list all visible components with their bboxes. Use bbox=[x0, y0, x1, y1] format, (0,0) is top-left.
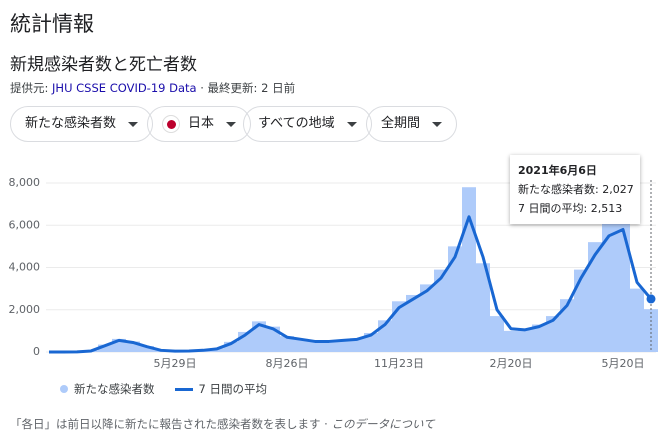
legend-swatch bbox=[60, 385, 68, 393]
legend-swatch bbox=[174, 387, 193, 391]
bar bbox=[294, 338, 308, 352]
bar bbox=[350, 338, 364, 352]
dropdown-label: 全期間 bbox=[381, 116, 421, 131]
legend-label: 7 日間の平均 bbox=[198, 382, 267, 396]
bar bbox=[560, 299, 574, 352]
footnote: 「各日」は前日以降に新たに報告された感染者数を表します · このデータについて bbox=[10, 416, 435, 432]
x-tick-label: 5月20日 bbox=[602, 357, 645, 370]
bar bbox=[518, 328, 532, 352]
bar bbox=[266, 326, 280, 352]
flag bbox=[162, 115, 180, 133]
bar bbox=[588, 242, 602, 352]
bar bbox=[364, 332, 378, 352]
source-suffix: · 最終更新: 2 日前 bbox=[200, 81, 296, 95]
dropdown[interactable]: 全期間 bbox=[366, 106, 458, 142]
bar bbox=[420, 284, 434, 352]
bar bbox=[462, 187, 476, 352]
bar bbox=[224, 341, 238, 352]
bar bbox=[574, 269, 588, 352]
chart-title: 新規感染者数と死亡者数 bbox=[10, 55, 197, 75]
bar bbox=[476, 263, 490, 352]
tooltip-row: 7 日間の平均: 2,513 bbox=[518, 202, 623, 215]
y-tick-label: 6,000 bbox=[9, 218, 41, 231]
dropdown-label: すべての地域 bbox=[258, 116, 335, 131]
tooltip: 2021年6月6日 新たな感染者数: 2,027 7 日間の平均: 2,513 bbox=[510, 155, 640, 224]
bar bbox=[630, 288, 644, 352]
tooltip-row: 新たな感染者数: 2,027 bbox=[518, 183, 634, 196]
legend-label: 新たな感染者数 bbox=[74, 382, 155, 396]
bar bbox=[532, 324, 546, 352]
bar bbox=[448, 246, 462, 352]
y-tick-label: 8,000 bbox=[9, 176, 41, 189]
x-tick-label: 11月23日 bbox=[374, 357, 424, 370]
bar bbox=[644, 309, 658, 352]
bar bbox=[126, 341, 140, 352]
footnote-link[interactable]: このデータについて bbox=[331, 417, 435, 431]
bar bbox=[546, 316, 560, 352]
bar bbox=[336, 339, 350, 352]
bar bbox=[322, 341, 336, 352]
bar bbox=[602, 218, 616, 352]
dropdown-label: 日本 bbox=[188, 116, 215, 131]
legend: 新たな感染者数 7 日間の平均 bbox=[60, 381, 267, 397]
bar bbox=[308, 341, 322, 352]
line bbox=[49, 215, 653, 354]
footnote-text: 「各日」は前日以降に新たに報告された感染者数を表します · bbox=[10, 417, 328, 431]
bar bbox=[490, 316, 504, 352]
bar bbox=[98, 344, 112, 352]
y-tick-label: 4,000 bbox=[9, 261, 41, 274]
tooltip-date: 2021年6月6日 bbox=[518, 164, 597, 177]
dropdown-label: 新たな感染者数 bbox=[25, 116, 117, 131]
source-prefix: 提供元: bbox=[10, 81, 49, 95]
y-tick-label: 2,000 bbox=[9, 303, 41, 316]
x-tick-label: 8月26日 bbox=[266, 357, 309, 370]
page-title: 統計情報 bbox=[10, 12, 94, 36]
source-link[interactable]: JHU CSSE COVID-19 Data bbox=[52, 81, 197, 95]
hover-point bbox=[646, 294, 656, 304]
x-tick-label: 2月20日 bbox=[490, 357, 533, 370]
bar bbox=[434, 269, 448, 352]
bar bbox=[504, 330, 518, 352]
bar bbox=[140, 346, 154, 352]
y-tick-label: 0 bbox=[33, 345, 40, 358]
source: 提供元: JHU CSSE COVID-19 Data · 最終更新: 2 日前 bbox=[10, 80, 295, 96]
bar bbox=[280, 336, 294, 352]
bar bbox=[406, 294, 420, 352]
x-tick-label: 5月29日 bbox=[154, 357, 197, 370]
